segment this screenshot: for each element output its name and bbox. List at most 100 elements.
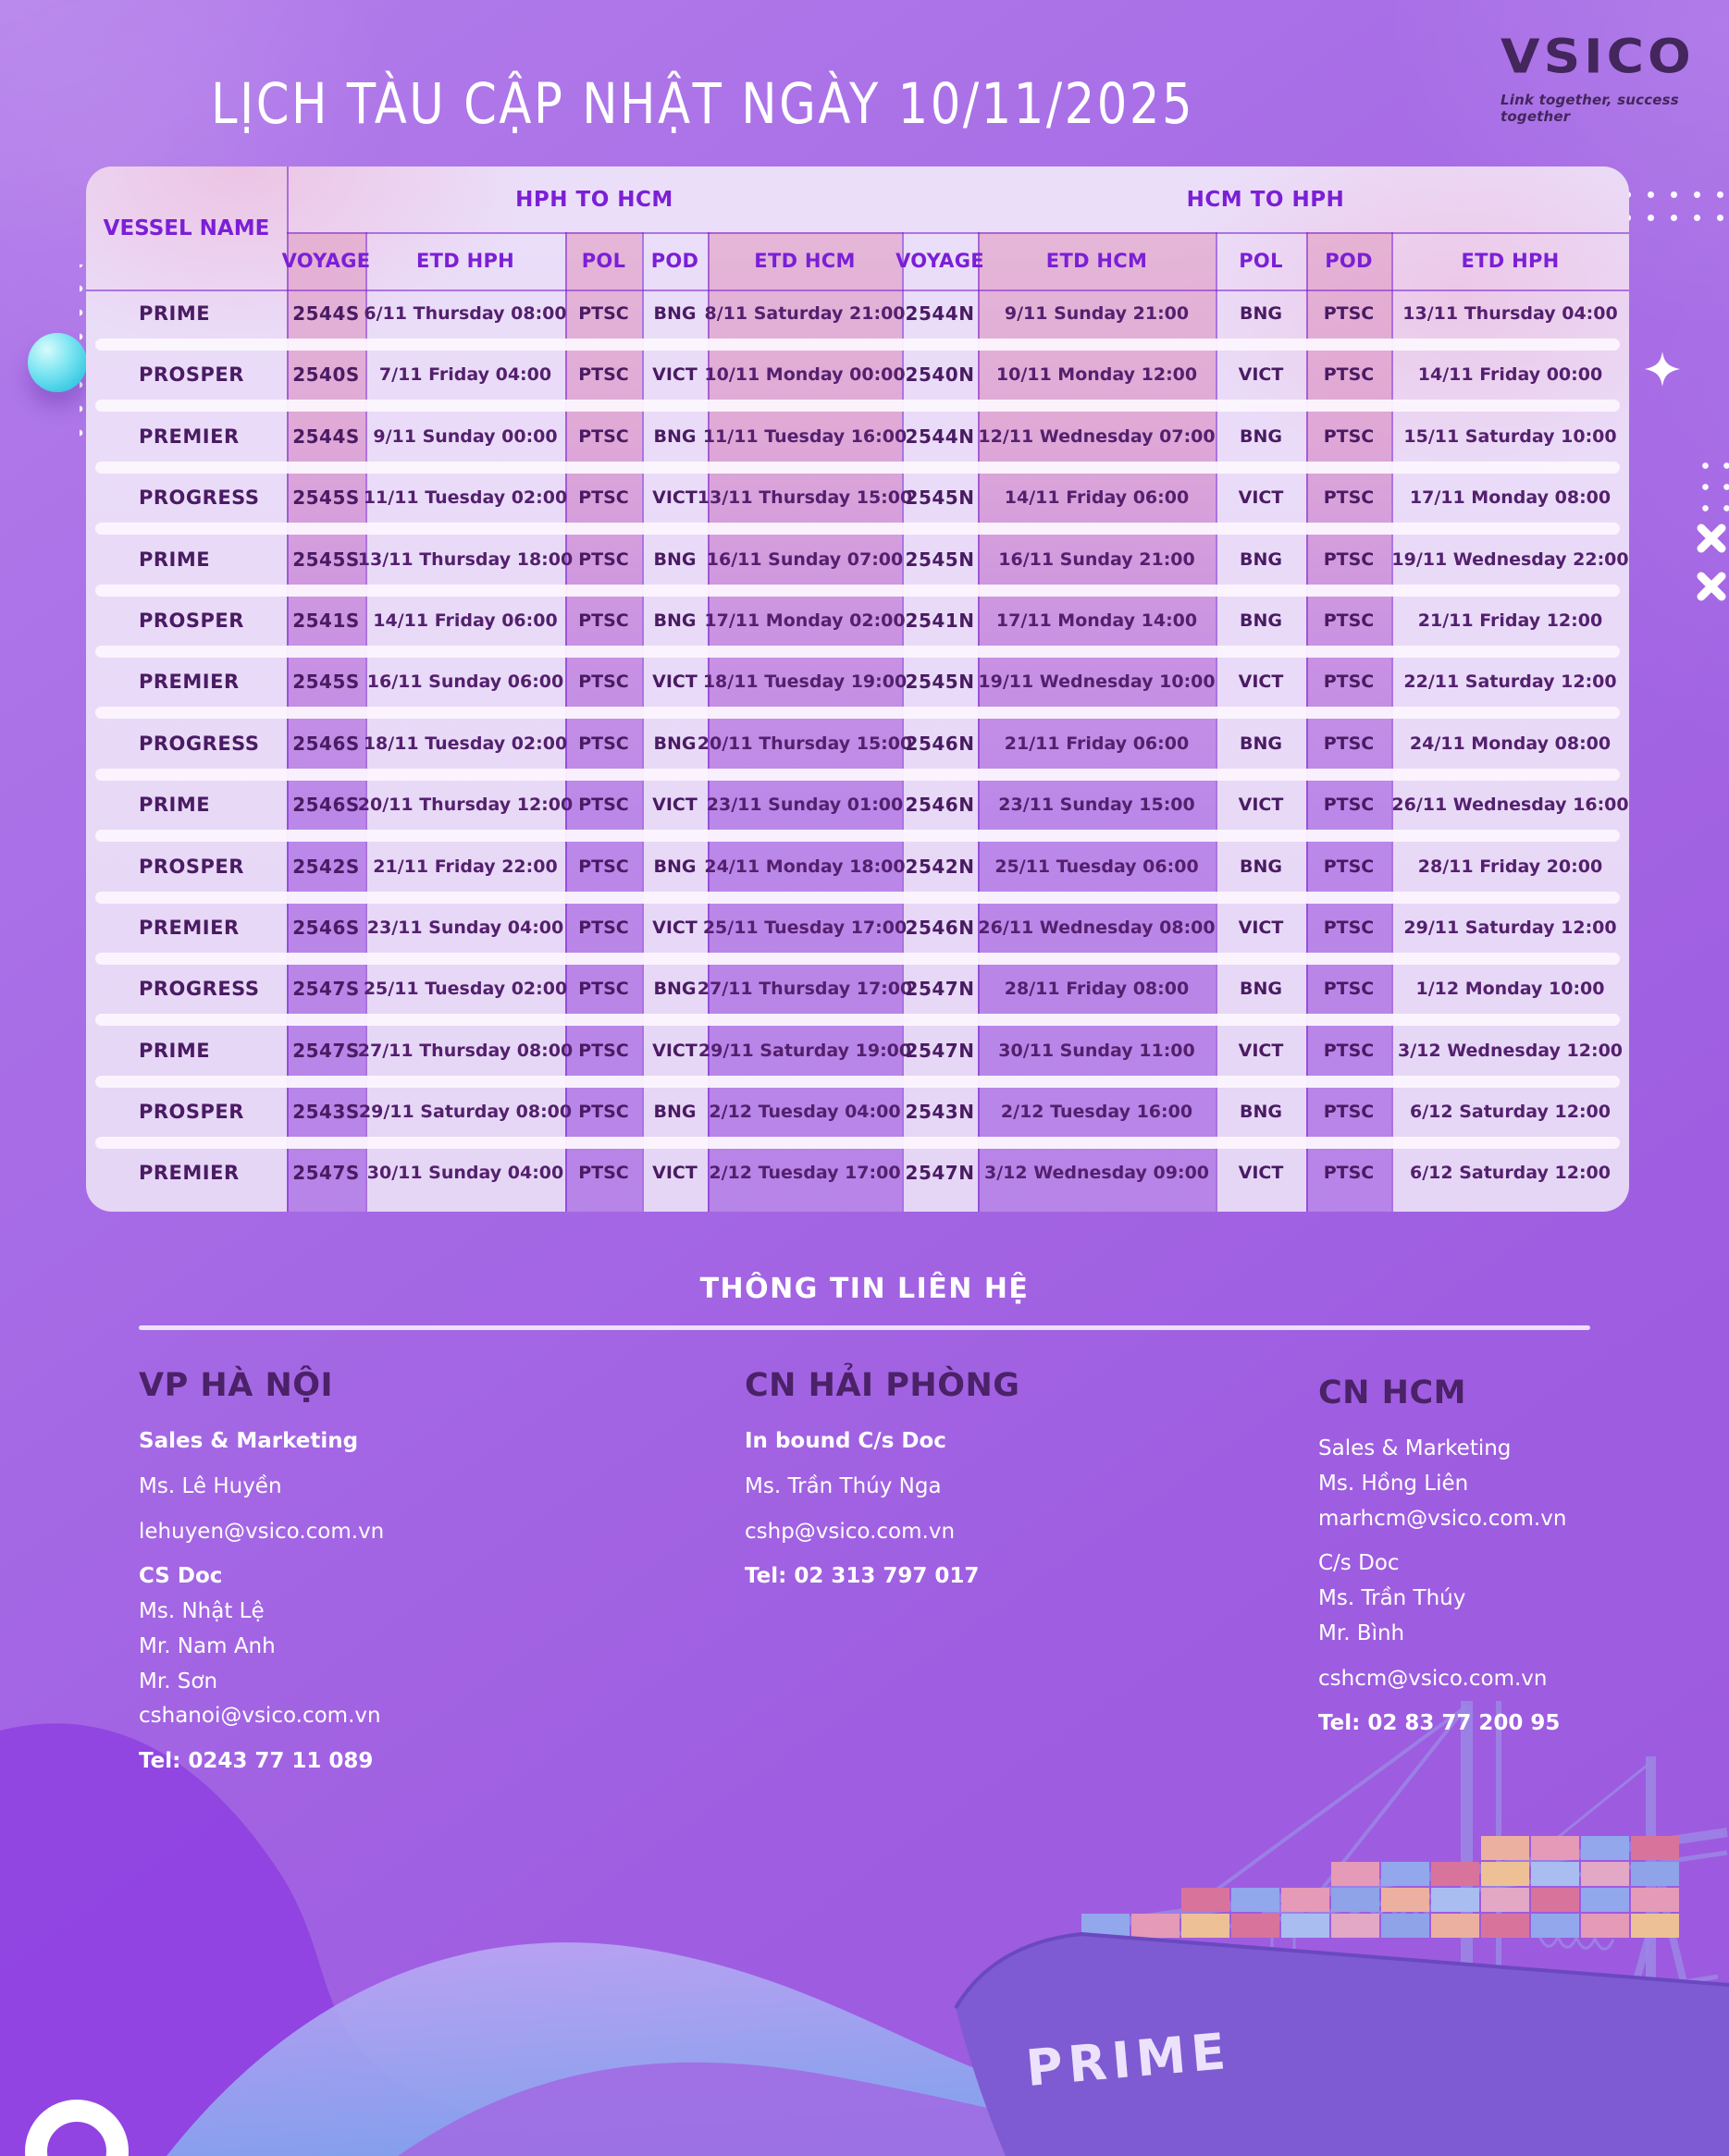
highlight-band-voyage-south — [287, 232, 365, 1212]
schedule-cell: BNG — [653, 425, 697, 447]
schedule-cell: 23/11 Sunday 15:00 — [998, 795, 1195, 816]
sub-header-etd-hcm-4: ETD HCM — [754, 250, 856, 272]
schedule-cell: PTSC — [1323, 1040, 1375, 1061]
office-hanoi: VP HÀ NỘI Sales & Marketing Ms. Lê Huyền l… — [139, 1367, 574, 1783]
schedule-cell: 2540S — [292, 363, 360, 387]
schedule-cell: 16/11 Sunday 06:00 — [366, 671, 564, 693]
schedule-cell: 30/11 Sunday 11:00 — [998, 1040, 1195, 1061]
schedule-cell: BNG — [1240, 303, 1282, 324]
schedule-cell: 2546N — [905, 916, 975, 939]
vessel-name: PRIME — [139, 1039, 211, 1062]
contact-line: cshcm@vsico.com.vn — [1318, 1666, 1548, 1691]
schedule-cell: 2547N — [905, 978, 975, 1001]
schedule-cell: 24/11 Monday 08:00 — [1409, 733, 1612, 754]
table-row: PRIME 2544S 6/11 Thursday 08:00 PTSC BNG 8/11… — [86, 290, 1629, 351]
vessel-name: PROGRESS — [139, 978, 260, 1001]
contact-section-title: THÔNG TIN LIÊN HỆ — [699, 1273, 1030, 1305]
schedule-cell: VICT — [652, 671, 698, 693]
schedule-cell: 17/11 Monday 02:00 — [704, 610, 906, 631]
schedule-cell: BNG — [653, 979, 697, 1000]
office-hcm-title: CN HCM — [1318, 1374, 1466, 1411]
schedule-cell: 7/11 Friday 04:00 — [378, 364, 552, 386]
schedule-cell: 17/11 Monday 14:00 — [995, 610, 1198, 631]
schedule-cell: 25/11 Tuesday 06:00 — [994, 856, 1199, 877]
schedule-cell: VICT — [1238, 671, 1284, 693]
schedule-cell: PTSC — [578, 364, 629, 386]
row-separator — [95, 1014, 1620, 1027]
contact-divider — [139, 1325, 1590, 1330]
schedule-cell: VICT — [1238, 1163, 1284, 1184]
schedule-cell: PTSC — [578, 548, 629, 570]
vessel-name: PROSPER — [139, 609, 244, 632]
contact-line: Ms. Trần Thúy Nga — [745, 1473, 942, 1498]
logo-tagline: Link together, success together — [1501, 92, 1679, 125]
vessel-name: PROGRESS — [139, 487, 260, 510]
schedule-cell: 19/11 Wednesday 10:00 — [978, 671, 1216, 693]
schedule-cell: VICT — [652, 917, 698, 938]
schedule-cell: VICT — [652, 364, 698, 386]
schedule-cell: BNG — [653, 1102, 697, 1123]
contact-line: Sales & Marketing — [1318, 1436, 1512, 1460]
vessel-name: PREMIER — [139, 1162, 240, 1185]
schedule-cell: 2542S — [292, 855, 360, 878]
row-separator — [95, 584, 1620, 597]
schedule-cell: 2545N — [905, 487, 975, 510]
schedule-cell: BNG — [653, 733, 697, 754]
contact-line: lehuyen@vsico.com.vn — [139, 1519, 385, 1544]
schedule-cell: 2547N — [905, 1162, 975, 1185]
schedule-cell: PTSC — [1323, 733, 1375, 754]
sub-header-row: VOYAGE ETD HPH POL POD ETD HCM VOYAGE ETD HCM P… — [86, 232, 1629, 290]
contact-line: Ms. Nhật Lệ — [139, 1599, 265, 1623]
contact-line: Tel: 02 313 797 017 — [745, 1564, 980, 1589]
schedule-cell: 2541N — [905, 609, 975, 632]
schedule-cell: 27/11 Thursday 08:00 — [357, 1040, 574, 1061]
x-icon — [1697, 572, 1726, 601]
header-divider — [86, 290, 1629, 291]
sub-header-pol-2: POL — [581, 250, 626, 272]
schedule-cell: 17/11 Monday 08:00 — [1409, 487, 1612, 509]
schedule-cell: BNG — [1240, 733, 1282, 754]
table-row: PROSPER 2543S 29/11 Saturday 08:00 PTSC BNG 2… — [86, 1088, 1629, 1150]
schedule-cell: 10/11 Monday 00:00 — [704, 364, 906, 386]
vessel-name: PROSPER — [139, 1101, 244, 1124]
schedule-cell: 10/11 Monday 12:00 — [995, 364, 1198, 386]
highlight-band-pod-north — [1306, 232, 1391, 1212]
schedule-cell: VICT — [652, 1163, 698, 1184]
column-divider — [1391, 232, 1393, 1212]
schedule-cell: 2547S — [292, 978, 360, 1001]
schedule-cell: PTSC — [578, 610, 629, 631]
schedule-cell: 2546N — [905, 794, 975, 817]
vessel-name: PREMIER — [139, 425, 240, 448]
contact-line: C/s Doc — [1318, 1551, 1400, 1576]
row-separator — [95, 461, 1620, 474]
table-row: PREMIER 2547S 30/11 Sunday 04:00 PTSC VICT 2/… — [86, 1149, 1629, 1210]
schedule-cell: VICT — [1238, 795, 1284, 816]
schedule-cell: PTSC — [578, 856, 629, 877]
schedule-cell: VICT — [1238, 1040, 1284, 1061]
schedule-cell: 2544S — [292, 425, 360, 448]
schedule-cell: PTSC — [1323, 856, 1375, 877]
schedule-cell: PTSC — [1323, 548, 1375, 570]
sub-header-pol-7: POL — [1239, 250, 1283, 272]
schedule-cell: VICT — [652, 1040, 698, 1061]
schedule-cell: 2545N — [905, 548, 975, 571]
dot-pattern-right — [1695, 455, 1729, 516]
schedule-cell: 21/11 Friday 06:00 — [1004, 733, 1190, 754]
vsico-logo: VSICO Link together, success together — [1501, 33, 1713, 125]
highlight-band-etd-hcm-south — [708, 232, 902, 1212]
contact-line: Mr. Nam Anh — [139, 1633, 276, 1658]
contact-line: Sales & Marketing — [139, 1429, 359, 1453]
sub-header-voyage-0: VOYAGE — [281, 250, 371, 272]
schedule-cell: PTSC — [578, 1040, 629, 1061]
schedule-cell: 2/12 Tuesday 17:00 — [709, 1163, 901, 1184]
vessel-name: PREMIER — [139, 671, 240, 694]
vessel-name: PRIME — [139, 794, 211, 817]
schedule-cell: PTSC — [578, 671, 629, 693]
column-divider — [1306, 232, 1308, 1212]
contact-line: Mr. Sơn — [139, 1669, 218, 1694]
schedule-cell: 2/12 Tuesday 16:00 — [1000, 1102, 1193, 1123]
contact-line: CS Doc — [139, 1564, 223, 1589]
contact-line: Ms. Trần Thúy — [1318, 1586, 1466, 1610]
table-row: PROSPER 2542S 21/11 Friday 22:00 PTSC BNG 24/… — [86, 843, 1629, 904]
